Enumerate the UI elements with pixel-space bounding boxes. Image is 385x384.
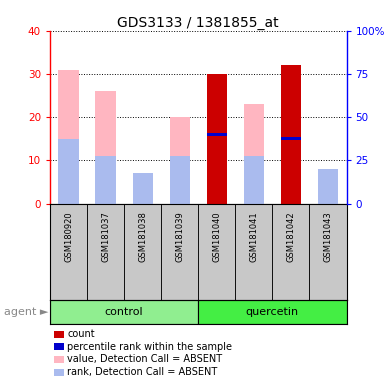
Bar (95, 91, 116, 204)
Bar (310, 204, 346, 300)
Bar (244, 104, 264, 204)
Bar (124, 204, 161, 300)
Bar (281, 65, 301, 204)
Bar (244, 156, 264, 204)
Bar (281, 137, 301, 141)
Bar (198, 300, 346, 324)
Bar (132, 173, 153, 204)
Bar (169, 117, 190, 204)
Text: GSM181040: GSM181040 (212, 211, 221, 262)
Bar (87, 204, 124, 300)
Bar (95, 156, 116, 204)
Text: GSM181041: GSM181041 (249, 211, 258, 262)
Text: GSM181037: GSM181037 (101, 211, 110, 262)
Text: percentile rank within the sample: percentile rank within the sample (67, 342, 233, 352)
Bar (207, 133, 227, 136)
Text: agent ►: agent ► (4, 307, 48, 317)
Bar (235, 204, 273, 300)
Bar (273, 204, 310, 300)
Text: quercetin: quercetin (246, 307, 299, 317)
Text: control: control (105, 307, 144, 317)
Text: GSM180920: GSM180920 (64, 211, 73, 262)
Text: GSM181042: GSM181042 (286, 211, 295, 262)
Bar (207, 74, 227, 204)
Bar (198, 204, 235, 300)
Bar (132, 173, 153, 204)
Text: GSM181038: GSM181038 (138, 211, 147, 262)
Text: count: count (67, 329, 95, 339)
Bar (59, 139, 79, 204)
Bar (318, 169, 338, 204)
Bar (161, 204, 198, 300)
Text: value, Detection Call = ABSENT: value, Detection Call = ABSENT (67, 354, 223, 364)
Bar (59, 70, 79, 204)
Bar (169, 156, 190, 204)
Bar (50, 204, 87, 300)
Text: GSM181043: GSM181043 (323, 211, 333, 262)
Bar (50, 300, 198, 324)
Text: GSM181039: GSM181039 (175, 211, 184, 262)
Bar (318, 169, 338, 204)
Title: GDS3133 / 1381855_at: GDS3133 / 1381855_at (117, 16, 279, 30)
Text: rank, Detection Call = ABSENT: rank, Detection Call = ABSENT (67, 367, 218, 377)
